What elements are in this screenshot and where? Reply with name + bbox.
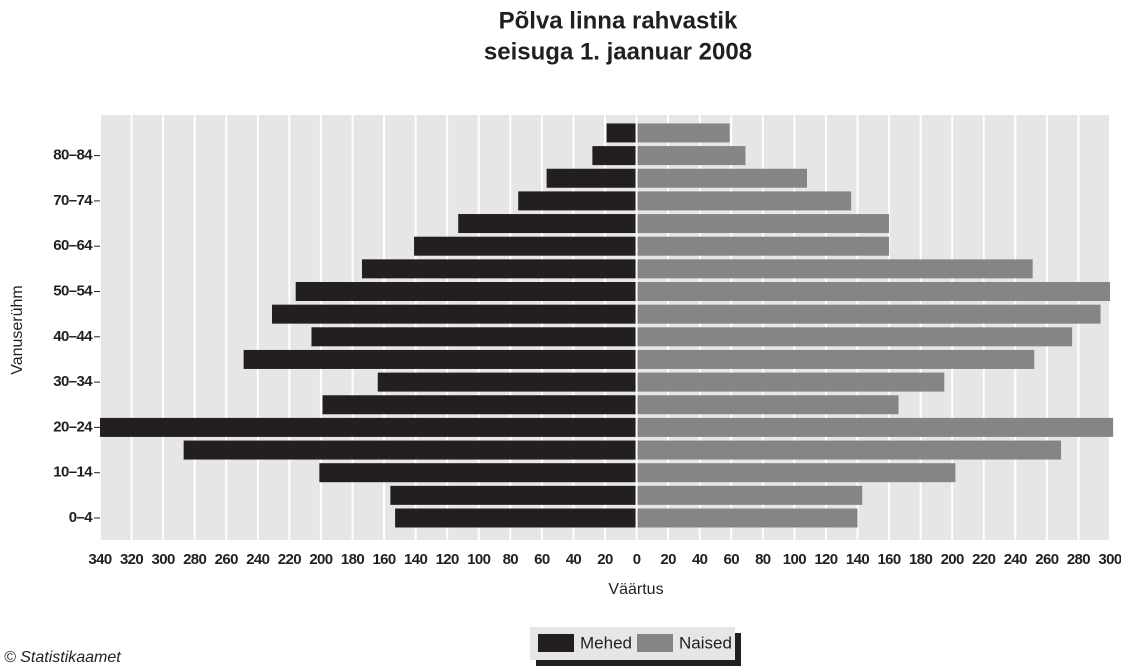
bar: [377, 372, 636, 392]
bar: [637, 214, 890, 234]
x-axis-title: Väärtus: [608, 581, 663, 598]
bar: [637, 372, 945, 392]
x-tick-label: 80: [503, 551, 519, 568]
y-tick-label: 80–84: [53, 147, 93, 164]
x-tick-label: 160: [877, 551, 900, 568]
legend-swatch: [538, 634, 574, 652]
x-tick-label: 200: [941, 551, 964, 568]
legend-label: Mehed: [580, 633, 632, 652]
x-tick-label: 300: [152, 551, 175, 568]
bar: [637, 440, 1062, 460]
x-tick-label: 240: [246, 551, 269, 568]
x-tick-label: 100: [467, 551, 490, 568]
bar: [395, 508, 636, 528]
y-tick-label: 30–34: [53, 373, 93, 390]
bar: [637, 168, 807, 188]
bar: [637, 123, 730, 143]
x-tick-label: 280: [1067, 551, 1090, 568]
x-tick-label: 320: [120, 551, 143, 568]
x-tick-label: 200: [309, 551, 332, 568]
legend-label: Naised: [679, 633, 732, 652]
x-tick-label: 240: [1004, 551, 1027, 568]
x-tick-label: 140: [846, 551, 869, 568]
x-tick-label: 0: [633, 551, 641, 568]
y-tick-label: 0–4: [69, 509, 93, 526]
x-tick-label: 60: [534, 551, 550, 568]
bar: [637, 463, 956, 483]
x-tick-label: 80: [755, 551, 771, 568]
legend: Mehed Naised: [530, 627, 741, 666]
x-tick-label: 260: [1035, 551, 1058, 568]
y-tick-label: 60–64: [53, 237, 93, 254]
bar: [311, 327, 636, 347]
x-tick-label: 20: [660, 551, 676, 568]
y-tick-label: 20–24: [53, 418, 93, 435]
chart-subtitle: seisuga 1. jaanuar 2008: [484, 38, 752, 65]
bar: [546, 168, 636, 188]
chart-title: Põlva linna rahvastik: [499, 7, 738, 34]
x-tick-label: 160: [372, 551, 395, 568]
source-note: © Statistikaamet: [4, 649, 121, 666]
bar: [637, 395, 899, 415]
x-tick-label: 100: [783, 551, 806, 568]
x-tick-label: 260: [215, 551, 238, 568]
bar: [414, 236, 636, 256]
bar: [637, 282, 1110, 301]
x-tick-label: 220: [278, 551, 301, 568]
x-tick-label: 60: [724, 551, 740, 568]
bar: [592, 146, 636, 166]
x-tick-label: 140: [404, 551, 427, 568]
bar: [390, 485, 636, 505]
x-tick-label: 280: [183, 551, 206, 568]
y-axis-title: Vanuserühm: [9, 285, 26, 375]
x-tick-label: 20: [597, 551, 613, 568]
x-tick-label: 180: [909, 551, 932, 568]
x-tick-label: 340: [88, 551, 111, 568]
bar: [100, 417, 636, 437]
bar: [361, 259, 636, 279]
x-tick-label: 220: [972, 551, 995, 568]
x-tick-label: 300: [1098, 551, 1121, 568]
bar: [322, 395, 636, 415]
bar: [637, 417, 1114, 437]
bar: [637, 349, 1035, 369]
bar: [272, 304, 636, 324]
bar: [637, 327, 1073, 347]
bar: [183, 440, 636, 460]
y-tick-label: 40–44: [53, 328, 93, 345]
x-tick-label: 40: [566, 551, 582, 568]
bar: [518, 191, 636, 211]
y-tick-label: 10–14: [53, 464, 93, 481]
legend-swatch: [637, 634, 673, 652]
y-tick-label: 70–74: [53, 192, 93, 209]
bar: [243, 349, 636, 369]
bar: [637, 508, 858, 528]
bar: [637, 485, 863, 505]
bar: [637, 146, 746, 166]
bar: [637, 236, 890, 256]
y-tick-label: 50–54: [53, 282, 93, 299]
bar: [295, 282, 636, 301]
bar: [319, 463, 636, 483]
bar: [637, 259, 1033, 279]
bar: [637, 191, 852, 211]
bar: [606, 123, 636, 143]
x-tick-label: 40: [692, 551, 708, 568]
x-tick-label: 120: [436, 551, 459, 568]
x-tick-label: 120: [814, 551, 837, 568]
bar: [637, 304, 1101, 324]
bar: [458, 214, 636, 234]
x-tick-label: 180: [341, 551, 364, 568]
